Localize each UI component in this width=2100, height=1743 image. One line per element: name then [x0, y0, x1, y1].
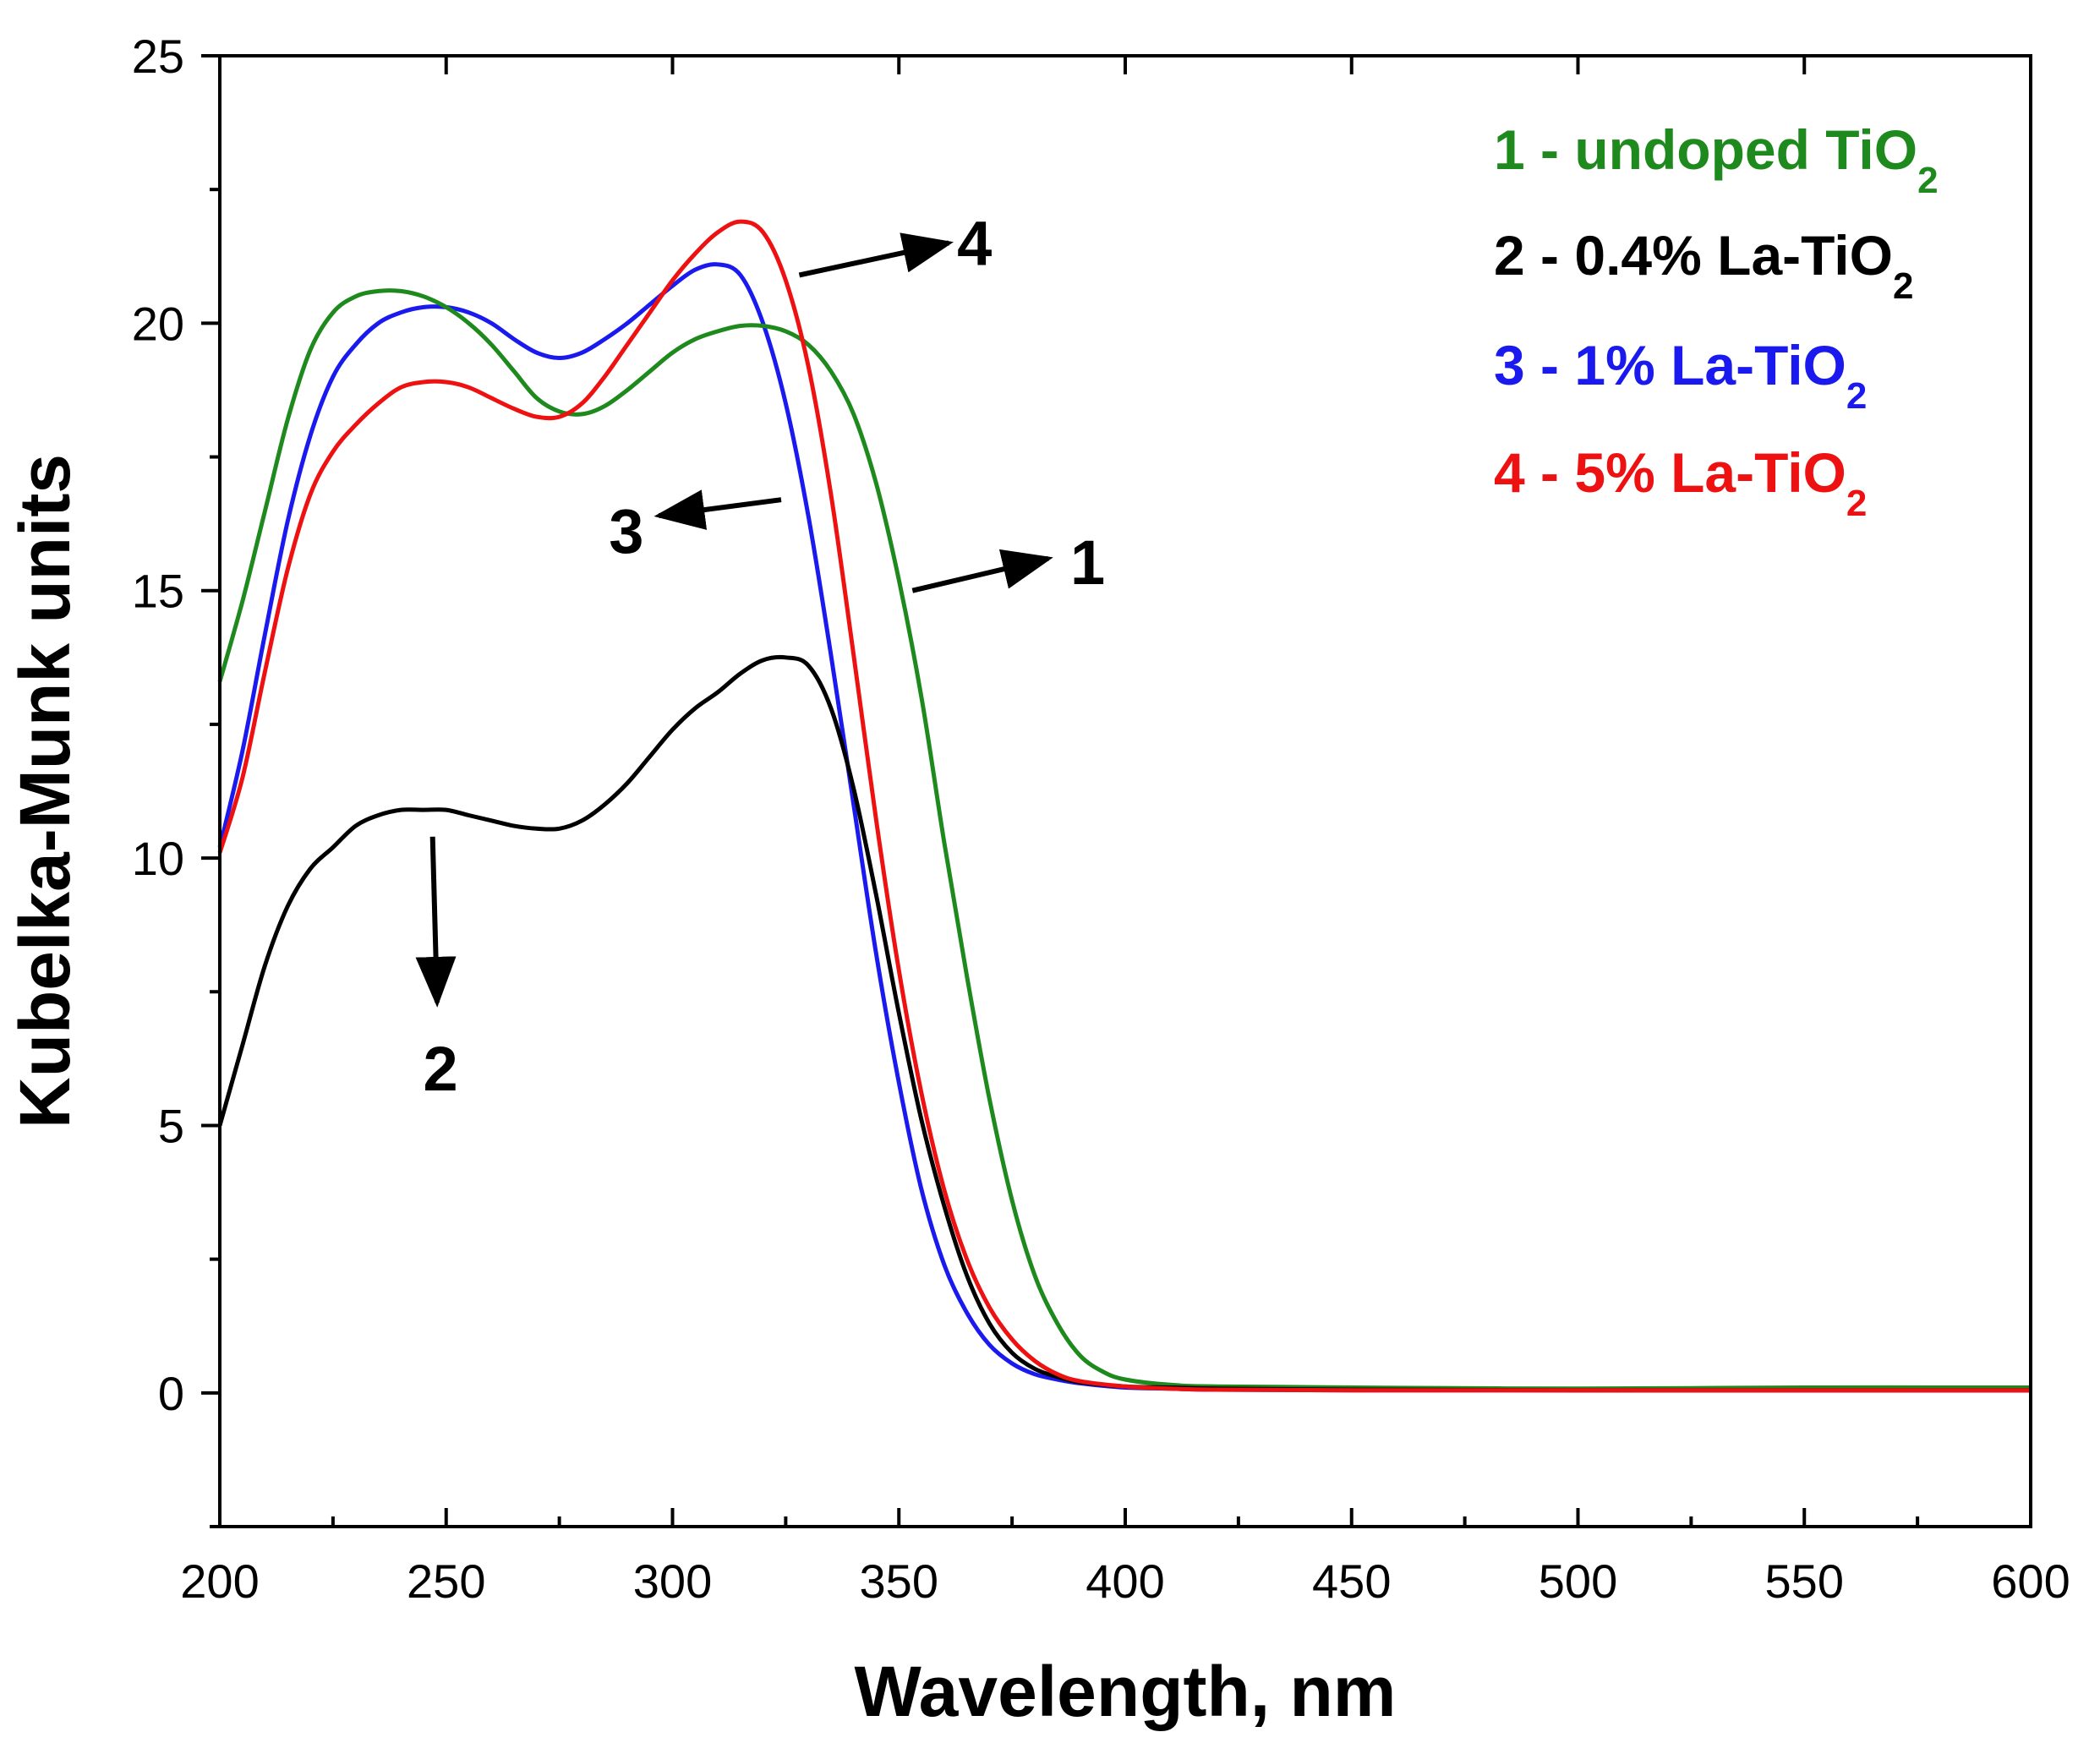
curve-annotations: 1 2 3 4 — [415, 208, 1105, 1104]
y-tick-label: 20 — [132, 297, 184, 350]
y-tick-label: 5 — [158, 1099, 184, 1152]
annotation-arrow-1 — [911, 549, 1053, 593]
plot-area — [217, 219, 2032, 1393]
x-axis: 200 250 300 350 400 450 500 550 600 — [180, 56, 2070, 1608]
annotation-label-3: 3 — [609, 496, 643, 566]
legend-subscript: 2 — [1917, 160, 1938, 201]
legend-entry-4: 4 - 5% La-TiO2 — [1494, 441, 1867, 524]
y-tick-label: 25 — [132, 30, 184, 83]
y-tick-label: 10 — [132, 832, 184, 885]
legend-entry-1: 1 - undoped TiO2 — [1494, 118, 1939, 201]
legend-label: 4 - 5% La-TiO — [1494, 441, 1846, 504]
y-tick-label: 15 — [132, 565, 184, 618]
legend-subscript: 2 — [1846, 375, 1867, 417]
annotation-arrow-3 — [654, 489, 782, 530]
legend-entry-2: 2 - 0.4% La-TiO2 — [1494, 224, 1913, 307]
annotation-arrow-4 — [798, 232, 954, 278]
x-tick-label: 350 — [860, 1554, 938, 1608]
legend-label: 2 - 0.4% La-TiO — [1494, 224, 1893, 287]
annotation-label-2: 2 — [423, 1034, 457, 1104]
x-axis-title: Wavelength, nm — [855, 1652, 1397, 1731]
legend-entry-3: 3 - 1% La-TiO2 — [1494, 334, 1867, 417]
x-tick-label: 600 — [1991, 1554, 2070, 1608]
legend-label: 3 - 1% La-TiO — [1494, 334, 1846, 396]
x-tick-label: 450 — [1312, 1554, 1391, 1608]
x-tick-label: 250 — [407, 1554, 485, 1608]
legend-subscript: 2 — [1846, 483, 1867, 524]
y-tick-label: 0 — [158, 1367, 184, 1420]
annotation-label-1: 1 — [1070, 527, 1105, 598]
legend-subscript: 2 — [1893, 265, 1913, 307]
annotation-label-4: 4 — [957, 208, 992, 278]
x-tick-label: 300 — [633, 1554, 712, 1608]
x-tick-label: 500 — [1539, 1554, 1617, 1608]
series-line-2 — [217, 654, 2031, 1393]
x-tick-label: 400 — [1086, 1554, 1164, 1608]
annotation-arrow-2 — [415, 836, 457, 1008]
x-tick-label: 550 — [1765, 1554, 1844, 1608]
y-axis-title: Kubelka-Munk units — [5, 454, 85, 1128]
series-line-3 — [217, 262, 2031, 1393]
series-line-4 — [217, 219, 2031, 1393]
x-tick-label: 200 — [180, 1554, 259, 1608]
legend-label: 1 - undoped TiO — [1494, 118, 1917, 181]
y-axis: 0 5 10 15 20 25 — [132, 30, 220, 1528]
